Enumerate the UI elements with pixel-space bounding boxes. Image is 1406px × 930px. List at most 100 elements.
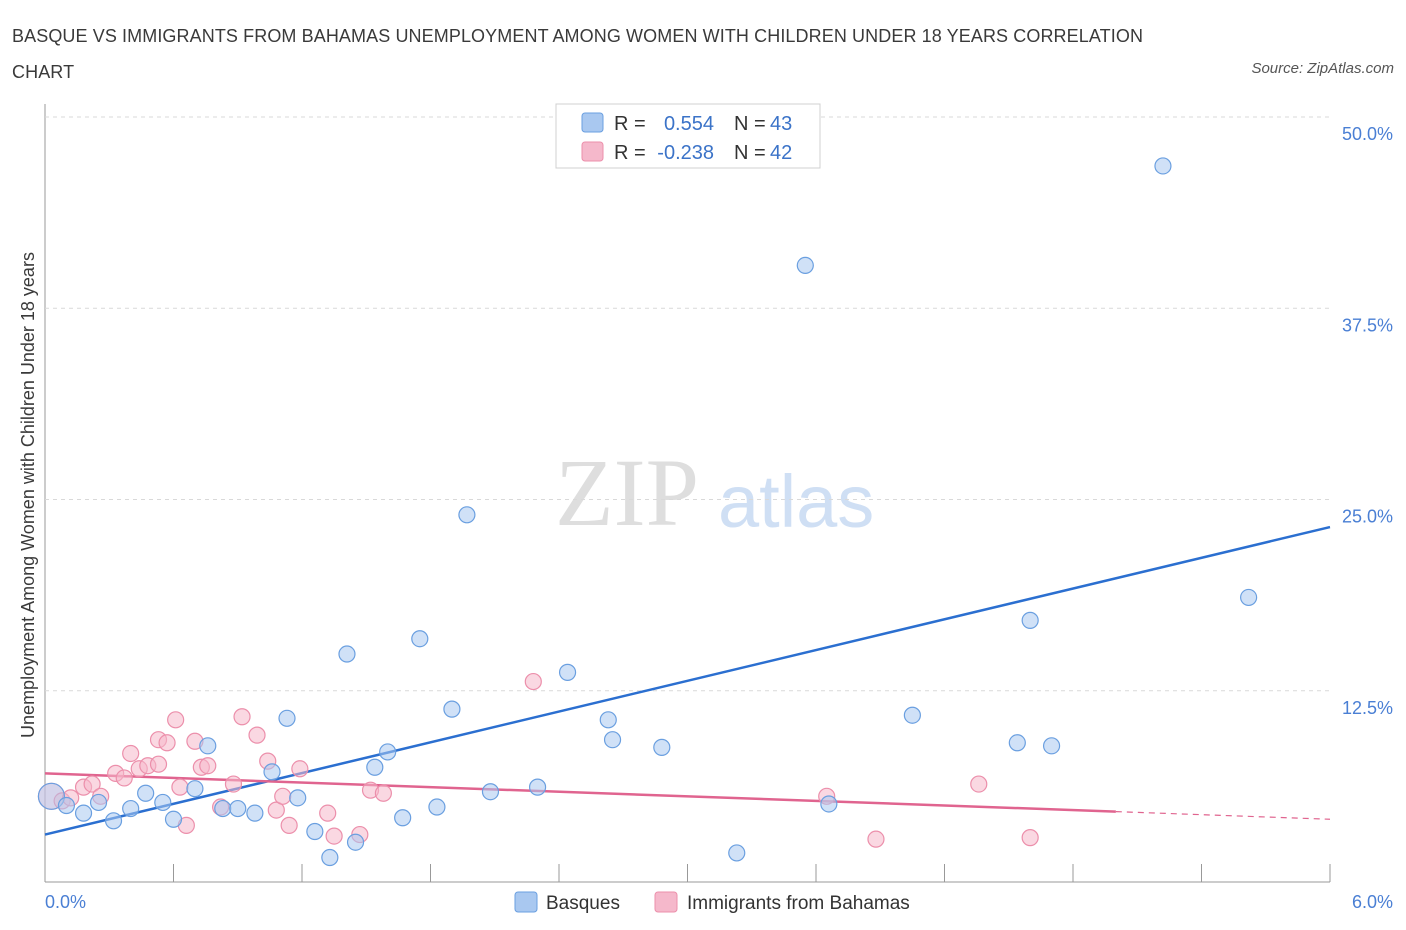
bahamas-point: [149, 755, 168, 773]
basques-point: [1240, 588, 1258, 607]
basques-point: [104, 812, 123, 830]
bahamas-point: [319, 804, 337, 822]
basques-point: [820, 795, 838, 813]
gridlines: [45, 116, 1330, 692]
legend-swatch-bahamas: [581, 141, 604, 162]
basques-point: [366, 758, 384, 776]
basques-point: [653, 738, 671, 756]
basques-point: [796, 256, 814, 275]
y-tick-label: 37.5%: [1342, 315, 1393, 335]
basques-point: [74, 804, 93, 822]
basques-point: [306, 822, 324, 841]
basques-point: [558, 663, 577, 681]
x-axis-ticks: [173, 864, 1331, 882]
bahamas-point: [167, 711, 185, 729]
basques-point: [1154, 157, 1172, 175]
basques-point: [137, 784, 155, 802]
bahamas-point: [291, 760, 309, 778]
basques-point: [394, 809, 412, 827]
basques-point: [214, 799, 232, 818]
basques-point: [1008, 734, 1026, 752]
bahamas-point: [280, 816, 298, 834]
bahamas-point: [374, 784, 392, 802]
bahamas-point: [267, 801, 285, 819]
legend-n-value-2: 42: [770, 142, 792, 164]
basques-point: [186, 780, 204, 798]
basques-point: [603, 731, 622, 749]
bottom-legend-label-bahamas: Immigrants from Bahamas: [687, 893, 910, 914]
basques-point: [458, 506, 476, 524]
series-legend: Basques Immigrants from Bahamas: [514, 891, 910, 914]
legend-r-label-2: R =: [614, 142, 646, 164]
legend-r-label-1: R =: [614, 113, 646, 135]
bahamas-point: [122, 744, 140, 763]
basques-point: [379, 743, 397, 761]
basques-point: [154, 793, 172, 812]
legend-swatch-basques: [581, 112, 604, 133]
bahamas-point: [524, 672, 542, 691]
legend-r-value-2: -0.238: [657, 142, 714, 164]
basques-point: [346, 833, 365, 851]
chart-source: Source: ZipAtlas.com: [1251, 60, 1394, 77]
trend-lines: [44, 525, 1331, 836]
bottom-legend-swatch-basques: [514, 891, 538, 913]
x-tick-label-start: 0.0%: [45, 892, 86, 912]
basques-point: [321, 848, 339, 867]
bahamas-point: [199, 757, 217, 775]
y-tick-label: 50.0%: [1342, 124, 1393, 144]
basques-point: [1042, 737, 1061, 755]
bahamas-point: [224, 775, 243, 793]
basques-point: [37, 782, 66, 810]
bahamas-point: [115, 769, 133, 787]
bahamas-point: [171, 778, 189, 796]
basques-point: [481, 783, 500, 801]
basques-point: [728, 844, 746, 862]
y-axis-label: Unemployment Among Women with Children U…: [18, 252, 38, 738]
basques-point: [903, 706, 921, 724]
legend-r-value-1: 0.554: [664, 113, 714, 135]
bahamas-point: [248, 726, 266, 744]
trend-line-bahamas-extension: [1115, 811, 1331, 820]
basques-point: [1021, 611, 1039, 629]
chart-title: BASQUE VS IMMIGRANTS FROM BAHAMAS UNEMPL…: [12, 26, 1144, 82]
basques-point: [443, 700, 461, 718]
basques-point: [246, 804, 264, 822]
legend-n-label-2: N =: [734, 142, 766, 164]
bottom-legend-label-basques: Basques: [546, 893, 620, 914]
bahamas-point: [867, 830, 885, 848]
trend-line-bahamas: [44, 772, 1116, 813]
bahamas-point: [1021, 829, 1039, 847]
basques-point: [278, 709, 296, 727]
x-tick-label-end: 6.0%: [1352, 892, 1393, 912]
y-tick-labels: 12.5% 25.0% 37.5% 50.0%: [1342, 124, 1393, 718]
basques-point: [289, 789, 307, 807]
legend-n-label-1: N =: [734, 113, 766, 135]
legend-n-value-1: 43: [770, 113, 792, 135]
bahamas-point: [158, 734, 176, 752]
y-tick-label: 25.0%: [1342, 507, 1393, 527]
series-bahamas-points: [37, 672, 1039, 848]
bahamas-point: [325, 827, 343, 845]
basques-point: [89, 793, 108, 812]
y-tick-label: 12.5%: [1342, 698, 1393, 718]
bahamas-point: [970, 775, 988, 793]
series-basques-points: [37, 157, 1258, 867]
watermark-zip: ZIP: [555, 439, 699, 546]
basques-point: [229, 799, 247, 818]
bahamas-point: [233, 708, 251, 726]
basques-point: [164, 810, 183, 828]
basques-point: [411, 630, 429, 648]
basques-point: [428, 798, 446, 816]
bahamas-point: [83, 775, 101, 793]
bottom-legend-swatch-bahamas: [654, 891, 678, 913]
basques-point: [57, 796, 76, 815]
correlation-legend: R = 0.554 N = 43 R = -0.238 N = 42: [555, 103, 821, 169]
basques-point: [599, 711, 617, 729]
basques-point: [338, 645, 356, 663]
basques-point: [122, 799, 140, 818]
basques-point: [263, 763, 281, 781]
bahamas-point: [274, 787, 292, 805]
basques-point: [199, 737, 217, 755]
watermark-atlas: atlas: [718, 460, 874, 543]
